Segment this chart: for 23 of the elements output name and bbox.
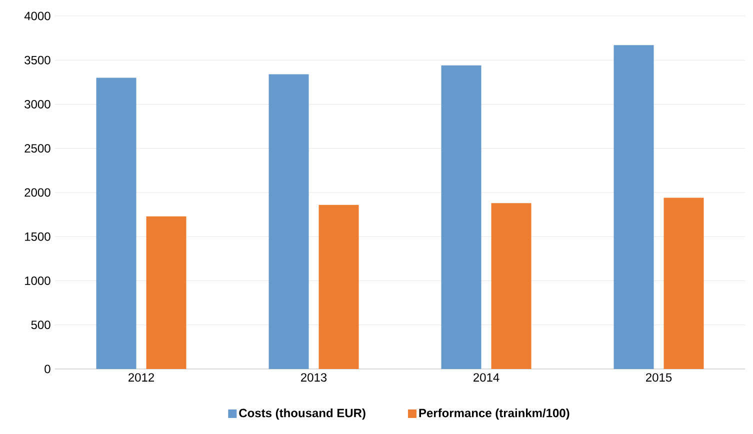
bar	[146, 216, 186, 369]
x-tick-label: 2012	[128, 373, 154, 382]
y-tick-label: 500	[31, 320, 50, 330]
bar	[96, 78, 136, 369]
legend-label: Costs (thousand EUR)	[239, 408, 366, 420]
y-tick-label: 3500	[24, 56, 50, 64]
y-tick-label: 1500	[25, 232, 50, 241]
bar	[664, 198, 704, 369]
bar	[441, 65, 482, 369]
y-tick-label: 2000	[24, 188, 50, 197]
x-tick-label: 2014	[474, 373, 500, 382]
bar	[614, 45, 654, 369]
y-tick-label: 1000	[25, 276, 50, 285]
y-tick-label: 0	[44, 364, 50, 374]
bar	[268, 74, 309, 369]
x-tick-label: 2015	[646, 373, 672, 382]
legend-label: Performance (trainkm/100)	[419, 408, 570, 420]
y-tick-label: 3000	[24, 100, 50, 108]
y-tick-label: 2500	[24, 144, 50, 153]
bar	[491, 203, 532, 369]
bar	[318, 204, 359, 369]
y-tick-label: 4000	[24, 12, 50, 20]
x-tick-label: 2013	[301, 373, 327, 382]
